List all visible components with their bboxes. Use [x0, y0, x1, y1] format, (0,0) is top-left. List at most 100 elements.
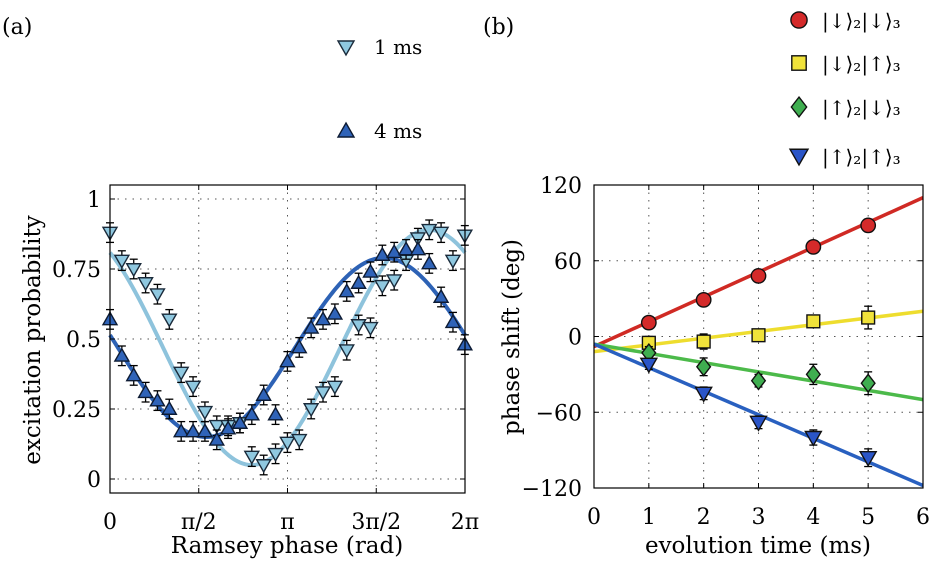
- data-point: [444, 254, 462, 270]
- data-point: [695, 291, 712, 308]
- data-point: [751, 328, 766, 343]
- panel-a-data-points: [101, 219, 474, 476]
- data-point: [639, 357, 659, 374]
- data-point: [137, 383, 154, 399]
- data-point: [338, 344, 355, 359]
- legend-marker: [336, 40, 356, 57]
- x-tick-label: 4: [806, 505, 820, 530]
- data-point: [749, 415, 768, 432]
- panel-b-legend: |↓⟩₂|↓⟩₃ |↓⟩₂|↑⟩₃ |↑⟩₂|↓⟩₃ |↑⟩₂|↑⟩₃: [788, 9, 901, 170]
- x-tick-label: 1: [642, 505, 656, 530]
- data-point: [219, 420, 237, 435]
- legend-label: |↓⟩₂|↓⟩₃: [822, 9, 901, 34]
- x-tick-label: π/2: [181, 510, 217, 535]
- x-tick-label: 5: [861, 505, 875, 530]
- data-point: [385, 243, 403, 259]
- data-point: [267, 447, 284, 463]
- data-point: [750, 370, 767, 391]
- data-point: [350, 274, 367, 289]
- x-tick-label: 6: [916, 505, 930, 530]
- panel-a-label: (a): [2, 15, 32, 40]
- panel-b-xlabel: evolution time (ms): [645, 533, 871, 559]
- data-point: [113, 254, 131, 270]
- data-point: [208, 419, 225, 435]
- data-point: [279, 436, 296, 452]
- data-point: [196, 405, 214, 421]
- x-tick-label: 0: [103, 510, 117, 535]
- panel-a-xlabel: Ramsey phase (rad): [171, 533, 403, 559]
- data-point: [161, 400, 178, 415]
- panel-a-ylabel: excitation probability: [20, 215, 46, 464]
- y-tick-label: −120: [522, 477, 582, 502]
- data-point: [421, 223, 438, 239]
- panel-b-label: (b): [483, 15, 514, 40]
- data-point: [338, 282, 355, 298]
- y-tick-label: 0.75: [52, 258, 101, 283]
- data-point: [804, 430, 823, 447]
- data-point: [409, 240, 427, 256]
- data-point: [302, 319, 320, 334]
- data-point: [184, 422, 202, 438]
- data-point: [208, 431, 225, 446]
- data-point: [750, 267, 767, 284]
- legend-label: |↑⟩₂|↓⟩₃: [822, 96, 901, 121]
- y-tick-label: 0: [568, 326, 582, 351]
- x-tick-label: 0: [587, 505, 601, 530]
- panel-b-ticks: 0 1 2 3 4 5 6 −120 −60 0 60 120: [522, 174, 930, 530]
- data-point: [806, 314, 821, 329]
- data-point: [362, 321, 379, 337]
- data-point: [385, 274, 403, 289]
- data-point: [444, 313, 462, 329]
- data-point: [314, 310, 332, 326]
- legend-marker: [336, 121, 356, 138]
- data-point: [696, 334, 711, 349]
- x-tick-label: 2π: [451, 510, 479, 535]
- data-point: [374, 246, 391, 261]
- panel-a-ticks: 0 π/2 π 3π/2 2π 0 0.25 0.5 0.75 1: [52, 185, 479, 535]
- y-tick-label: −60: [536, 401, 582, 426]
- data-point: [858, 451, 878, 468]
- data-point: [326, 380, 344, 396]
- data-point: [314, 386, 332, 401]
- data-point: [291, 433, 308, 449]
- legend-marker: [790, 11, 808, 29]
- y-tick-label: 60: [554, 250, 582, 275]
- data-point: [113, 347, 131, 362]
- data-point: [861, 310, 876, 325]
- x-tick-label: π: [280, 510, 294, 535]
- y-tick-label: 120: [540, 174, 582, 199]
- data-point: [640, 314, 657, 331]
- legend-label: 4 ms: [374, 119, 422, 143]
- data-point: [125, 366, 142, 382]
- data-point: [196, 422, 214, 438]
- data-point: [243, 450, 261, 466]
- y-tick-label: 1: [87, 188, 101, 213]
- y-tick-label: 0.5: [66, 328, 101, 353]
- legend-label: |↑⟩₂|↑⟩₃: [822, 145, 901, 170]
- y-tick-label: 0.25: [52, 398, 101, 423]
- data-point: [184, 380, 202, 396]
- data-point: [805, 364, 822, 385]
- data-point: [125, 263, 142, 278]
- data-point: [243, 406, 261, 421]
- data-point: [279, 352, 296, 368]
- data-point: [326, 305, 344, 320]
- y-tick-label: 0: [87, 468, 101, 493]
- data-point: [302, 403, 320, 418]
- panel-b-data-points: [639, 217, 878, 468]
- data-point: [231, 414, 249, 429]
- panel-a-legend: 1 ms 4 ms: [336, 35, 422, 143]
- panel-b-ylabel: phase shift (deg): [499, 239, 525, 435]
- data-point: [137, 277, 154, 292]
- data-point: [374, 279, 391, 295]
- data-point: [350, 319, 367, 334]
- data-point: [255, 459, 272, 474]
- data-point: [694, 386, 713, 403]
- fit-curve-1ms: [108, 227, 467, 468]
- data-point: [291, 338, 308, 354]
- data-point: [397, 240, 415, 256]
- legend-marker: [791, 55, 807, 71]
- data-point: [432, 288, 450, 303]
- panel-a-fit-curves: [108, 227, 467, 468]
- legend-label: |↓⟩₂|↑⟩₃: [822, 52, 901, 77]
